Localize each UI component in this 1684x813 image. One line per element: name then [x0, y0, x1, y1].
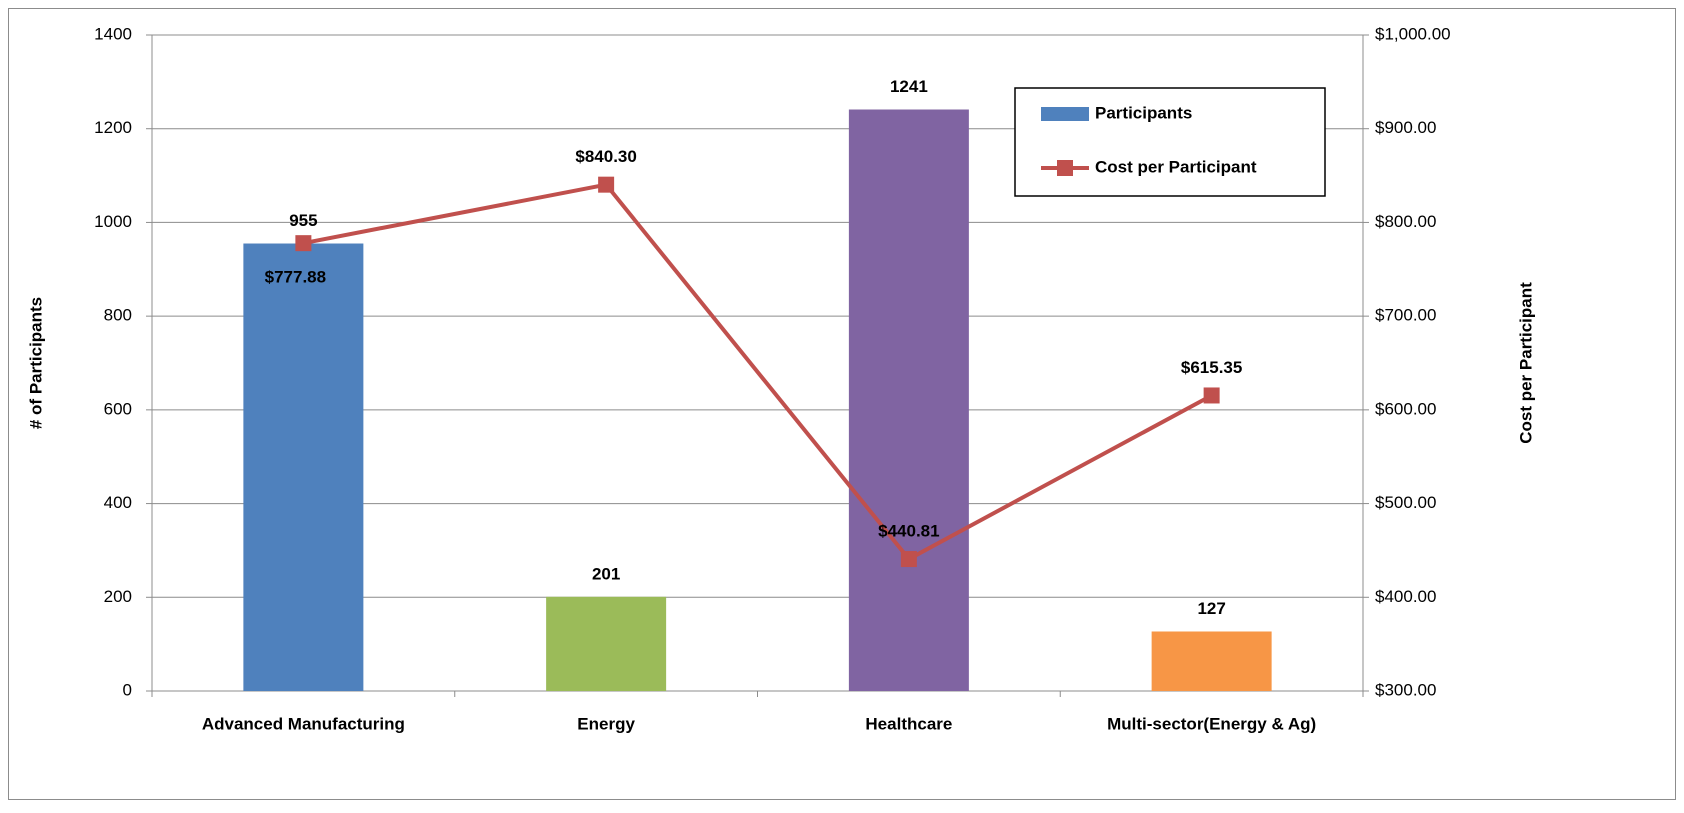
- y2-tick-label: $800.00: [1375, 212, 1436, 231]
- y2-tick-label: $1,000.00: [1375, 24, 1451, 43]
- y2-tick-label: $500.00: [1375, 493, 1436, 512]
- y-tick-label: 800: [104, 306, 132, 325]
- y-tick-label: 0: [123, 680, 132, 699]
- bar-value-label: 127: [1197, 599, 1225, 618]
- legend-swatch: [1041, 107, 1089, 121]
- line-marker: [1203, 387, 1220, 404]
- y-tick-label: 1200: [94, 118, 132, 137]
- legend-label: Participants: [1095, 103, 1192, 122]
- y2-tick-label: $900.00: [1375, 118, 1436, 137]
- legend-label: Cost per Participant: [1095, 157, 1257, 176]
- y-tick-label: 1000: [94, 212, 132, 231]
- y-tick-label: 1400: [94, 24, 132, 43]
- line-marker: [900, 551, 917, 568]
- y2-axis-label: Cost per Participant: [1516, 282, 1535, 444]
- line-marker: [598, 176, 615, 193]
- bar: [546, 596, 667, 691]
- y2-tick-label: $700.00: [1375, 306, 1436, 325]
- legend-box: [1014, 87, 1326, 197]
- y-tick-label: 400: [104, 493, 132, 512]
- line-marker: [295, 235, 312, 252]
- x-tick-label: Energy: [577, 714, 635, 733]
- line-value-label: $615.35: [1181, 358, 1242, 377]
- bar-value-label: 955: [289, 211, 317, 230]
- line-value-label: $777.88: [265, 268, 326, 287]
- bar: [1151, 631, 1272, 691]
- bar-value-label: 1241: [890, 77, 928, 96]
- bar: [243, 243, 364, 691]
- x-tick-label: Advanced Manufacturing: [202, 714, 405, 733]
- y-tick-label: 200: [104, 587, 132, 606]
- bar: [848, 109, 969, 691]
- y2-tick-label: $600.00: [1375, 399, 1436, 418]
- y2-tick-label: $400.00: [1375, 587, 1436, 606]
- bar-value-label: 201: [592, 564, 620, 583]
- line-value-label: $440.81: [878, 522, 939, 541]
- line: [302, 182, 1213, 562]
- x-tick-label: Healthcare: [865, 714, 952, 733]
- x-tick-label: Multi-sector(Energy & Ag): [1107, 714, 1316, 733]
- legend-marker: [1057, 160, 1073, 176]
- y-axis-label: # of Participants: [26, 297, 45, 429]
- line-value-label: $840.30: [575, 147, 636, 166]
- y2-tick-label: $300.00: [1375, 680, 1436, 699]
- y-tick-label: 600: [104, 399, 132, 418]
